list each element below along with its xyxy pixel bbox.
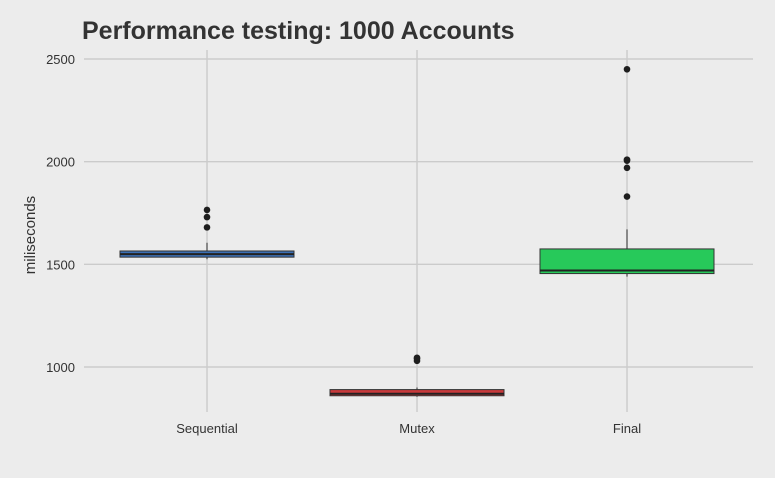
outlier-point <box>623 65 631 73</box>
y-tick-label: 2500 <box>46 52 75 67</box>
x-tick-label: Sequential <box>176 421 238 436</box>
grid <box>84 50 753 412</box>
outlier-point <box>623 193 631 200</box>
box-final <box>539 65 715 277</box>
y-tick-label: 2000 <box>46 155 75 170</box>
x-tick-label: Mutex <box>399 421 435 436</box>
box-body <box>329 389 505 397</box>
outlier-point <box>203 206 211 214</box>
outlier-point <box>413 354 421 362</box>
box-mutex <box>329 354 505 397</box>
boxes <box>119 65 715 397</box>
box-sequential <box>119 206 295 260</box>
outlier-point <box>203 224 211 231</box>
tick-labels: 1000 1500 2000 2500 Sequential Mutex Final <box>46 52 641 436</box>
y-tick-label: 1500 <box>46 257 75 272</box>
chart-title: Performance testing: 1000 Accounts <box>82 17 515 45</box>
outlier-point <box>623 164 631 172</box>
outlier-point <box>623 156 631 163</box>
y-tick-label: 1000 <box>46 360 75 375</box>
y-axis-label: miliseconds <box>22 196 39 274</box>
box-body <box>539 248 715 275</box>
outlier-point <box>203 213 211 221</box>
x-tick-label: Final <box>613 421 641 436</box>
